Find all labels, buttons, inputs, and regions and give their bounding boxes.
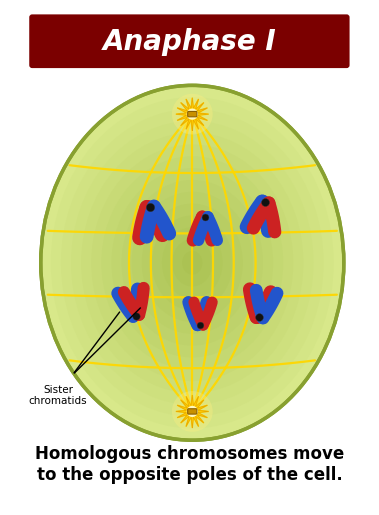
Ellipse shape	[132, 192, 253, 334]
Circle shape	[187, 406, 197, 416]
Ellipse shape	[101, 157, 283, 369]
Ellipse shape	[71, 121, 313, 405]
Text: Homologous chromosomes move: Homologous chromosomes move	[35, 444, 344, 462]
Ellipse shape	[122, 180, 263, 346]
Ellipse shape	[172, 391, 213, 432]
Ellipse shape	[111, 168, 273, 357]
Text: to the opposite poles of the cell.: to the opposite poles of the cell.	[36, 466, 342, 484]
Ellipse shape	[41, 85, 344, 440]
Polygon shape	[176, 395, 208, 428]
Ellipse shape	[152, 215, 233, 310]
FancyBboxPatch shape	[188, 111, 197, 117]
Circle shape	[187, 109, 197, 119]
Text: Sister
chromatids: Sister chromatids	[29, 385, 87, 406]
Ellipse shape	[91, 145, 293, 381]
Ellipse shape	[81, 133, 304, 393]
Polygon shape	[176, 98, 208, 130]
Ellipse shape	[172, 239, 213, 286]
Ellipse shape	[51, 97, 334, 428]
Text: Anaphase I: Anaphase I	[103, 28, 276, 56]
Ellipse shape	[172, 94, 213, 134]
Ellipse shape	[182, 251, 202, 274]
FancyBboxPatch shape	[188, 409, 197, 414]
FancyBboxPatch shape	[29, 14, 349, 68]
Ellipse shape	[162, 227, 222, 298]
Ellipse shape	[142, 203, 243, 322]
Ellipse shape	[61, 109, 324, 417]
